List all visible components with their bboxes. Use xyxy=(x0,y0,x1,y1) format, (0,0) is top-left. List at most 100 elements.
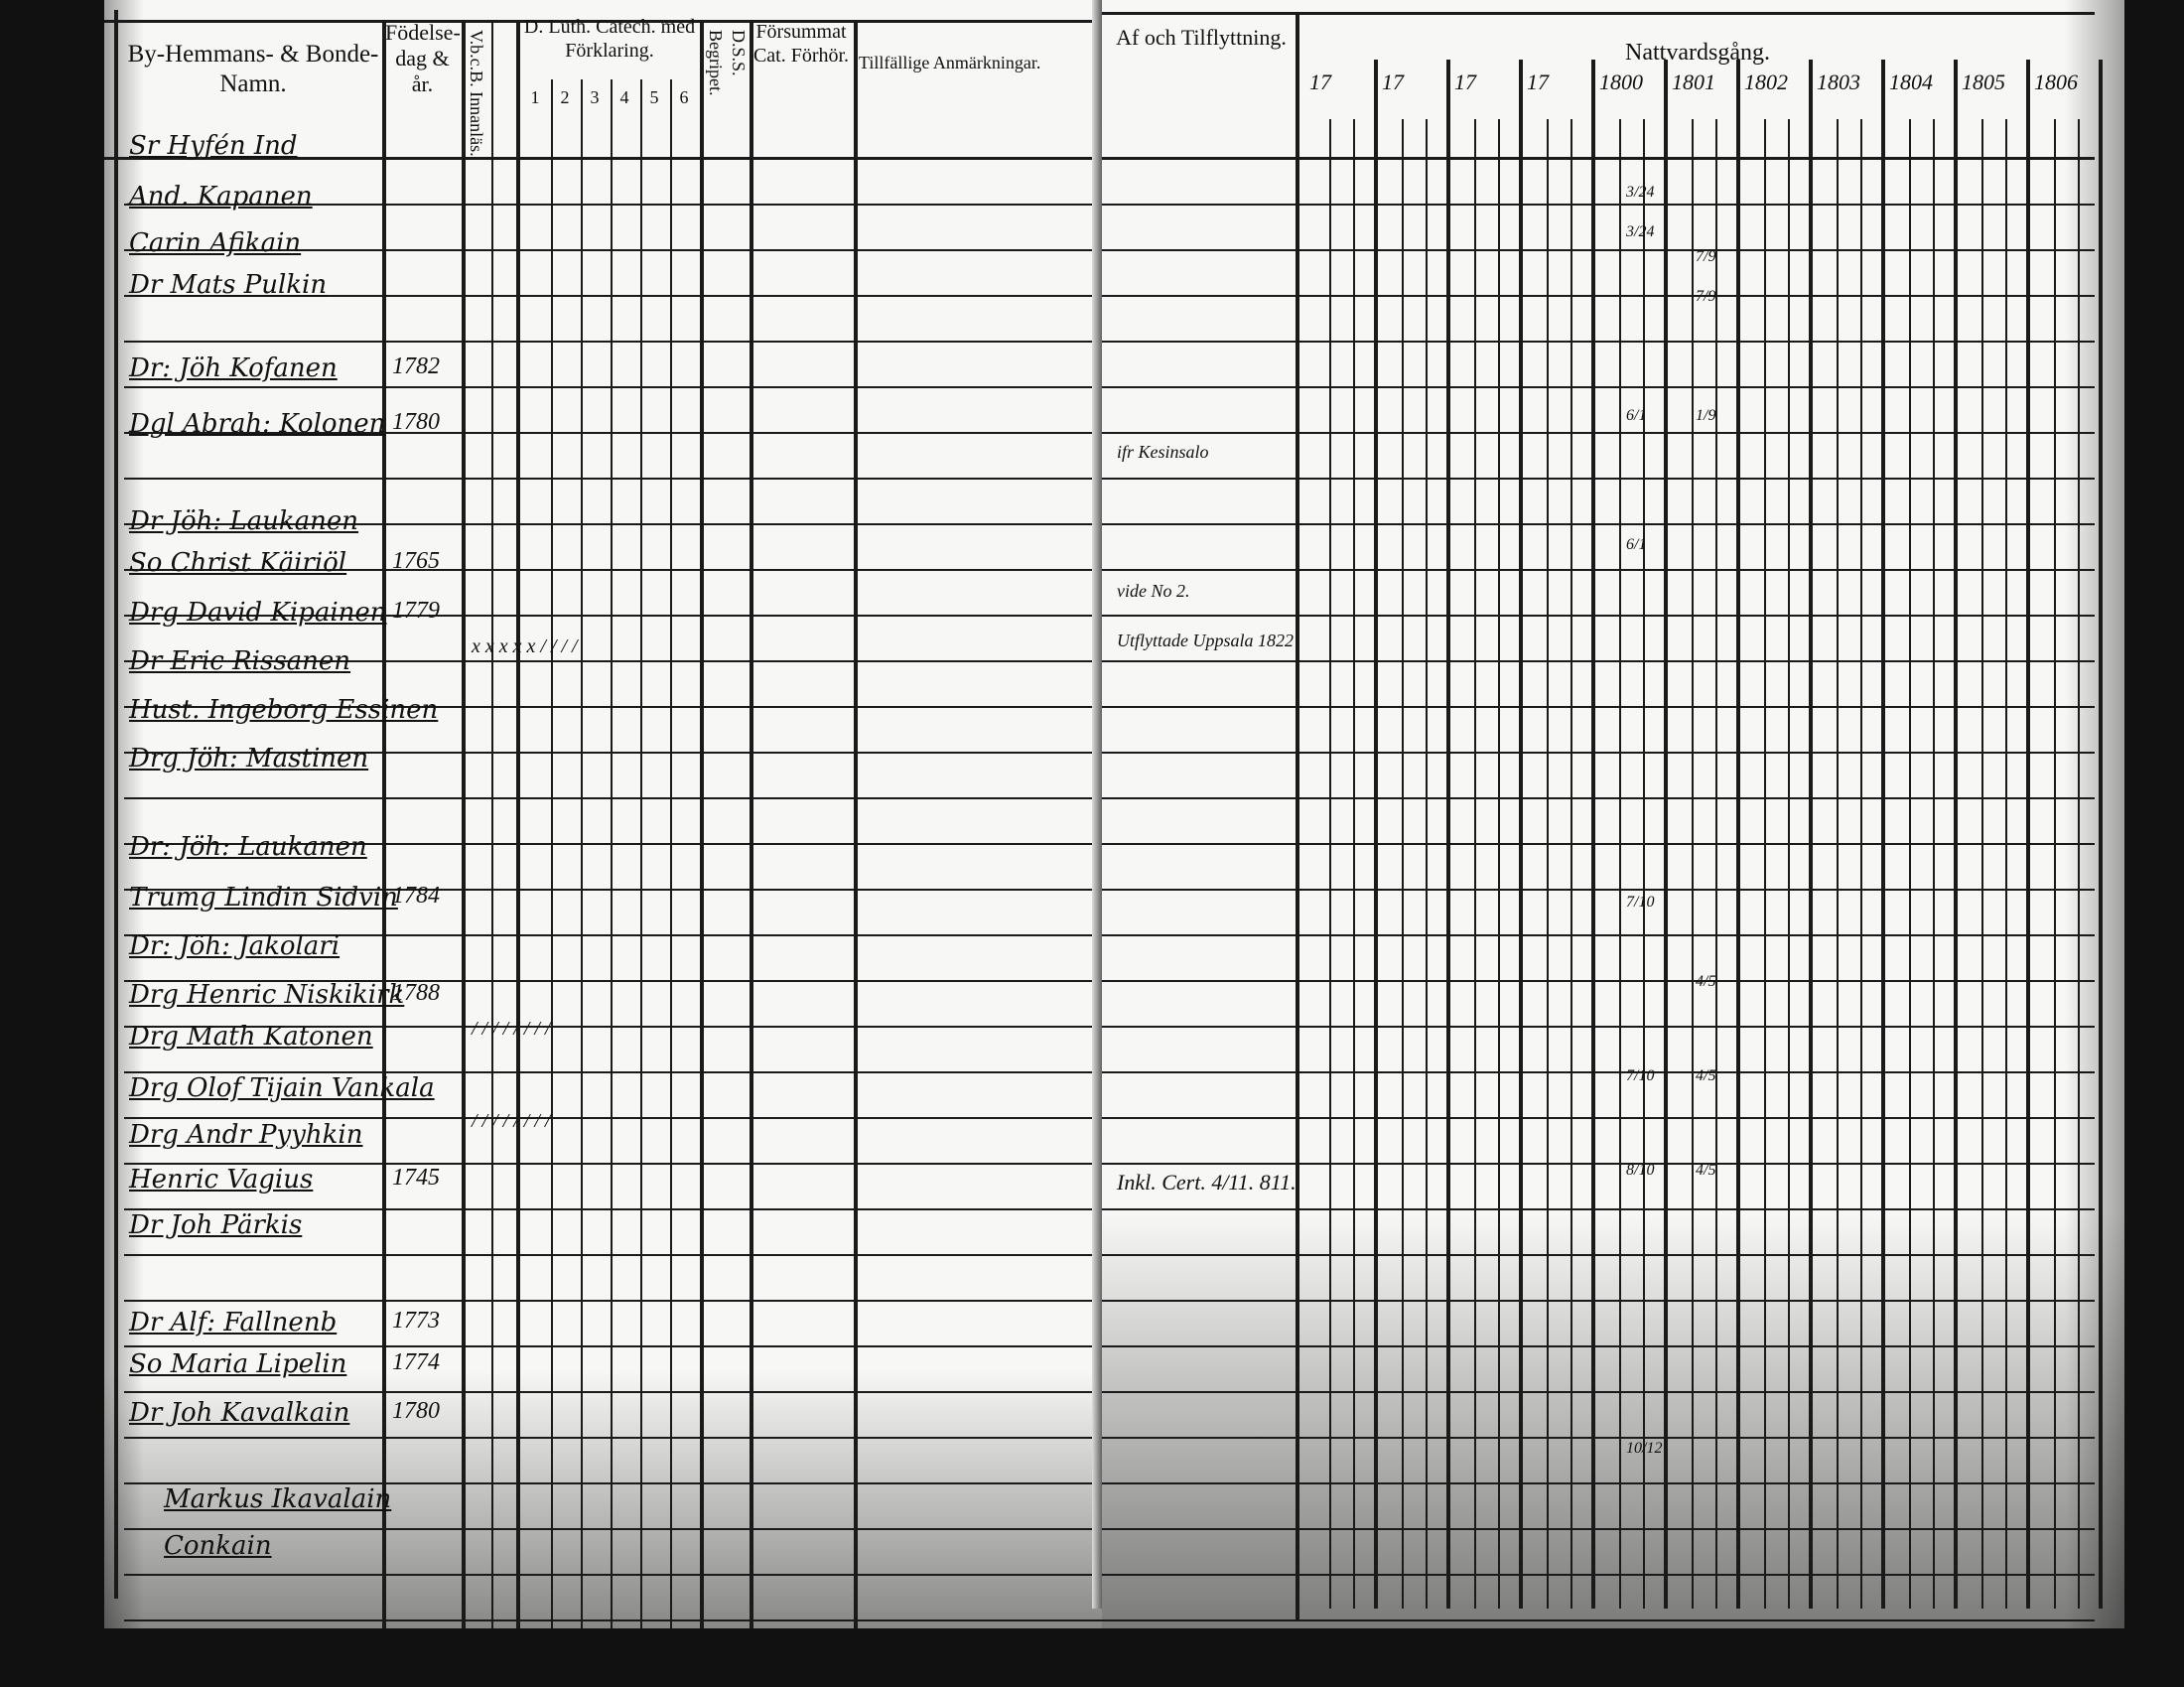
communion-mark: 7/9 xyxy=(1696,248,1716,265)
row-rule xyxy=(124,1254,1102,1256)
header-birth: Födelse-dag & år. xyxy=(385,20,461,96)
year-col-rule xyxy=(2026,60,2030,1609)
row-rule xyxy=(1102,752,2095,754)
year-col-rule xyxy=(1446,60,1450,1609)
margin-rule xyxy=(114,10,118,1599)
communion-mark: 3/24 xyxy=(1626,223,1655,240)
communion-mark: 4/5 xyxy=(1696,1067,1716,1084)
moving-note: vide No 2. xyxy=(1117,581,1190,601)
birth-year: 1774 xyxy=(392,1349,440,1375)
catech-marks: x x x x x / / / / xyxy=(472,635,578,657)
row-rule xyxy=(1102,980,2095,982)
sub-col-rule xyxy=(1570,119,1572,1609)
col-rule xyxy=(670,79,672,1628)
communion-mark: 4/5 xyxy=(1696,973,1716,990)
row-rule xyxy=(124,1300,1102,1302)
row-rule xyxy=(124,1071,1102,1073)
sub-col-rule xyxy=(1981,119,1983,1609)
col-rule xyxy=(516,20,520,1628)
row-rule xyxy=(1102,1437,2095,1439)
row-rule xyxy=(124,752,1102,754)
entry-name: So Maria Lipelin xyxy=(129,1349,347,1379)
catech-col-label: 2 xyxy=(560,87,570,107)
row-rule xyxy=(1102,204,2095,206)
row-rule xyxy=(1102,1026,2095,1028)
row-rule xyxy=(124,843,1102,845)
row-rule xyxy=(124,478,1102,480)
col-rule xyxy=(700,20,704,1628)
row-rule xyxy=(1102,386,2095,388)
row-rule xyxy=(1102,1482,2095,1484)
row-rule xyxy=(124,1026,1102,1028)
year-header: 17 xyxy=(1382,70,1404,94)
sub-col-rule xyxy=(1619,119,1621,1609)
sub-col-rule xyxy=(2005,119,2007,1609)
col-rule xyxy=(640,79,642,1628)
row-rule xyxy=(1102,295,2095,297)
sub-col-rule xyxy=(1353,119,1355,1609)
row-rule xyxy=(1102,934,2095,936)
year-col-rule xyxy=(1809,60,1813,1609)
row-rule xyxy=(1102,706,2095,708)
row-rule xyxy=(124,295,1102,297)
year-col-rule xyxy=(1881,60,1885,1609)
sub-col-rule xyxy=(1329,119,1331,1609)
communion-mark: 6/1 xyxy=(1626,536,1647,553)
row-rule xyxy=(1102,1528,2095,1530)
row-rule xyxy=(1102,1117,2095,1119)
header-begripet: Begripet. xyxy=(706,30,726,96)
header-moving: Af och Tilflyttning. xyxy=(1116,25,1287,50)
communion-mark: 1/9 xyxy=(1696,407,1716,424)
col-rule xyxy=(854,20,858,1628)
birth-year: 1782 xyxy=(392,353,440,379)
row-rule xyxy=(1102,249,2095,251)
entry-name: Dr Joh Kavalkain xyxy=(129,1398,350,1428)
row-rule xyxy=(1102,523,2095,525)
entry-name: Drg Andr Pyyhkin xyxy=(129,1120,363,1150)
entry-name: Markus Ikavalain xyxy=(164,1484,392,1514)
header-rule xyxy=(104,157,1102,160)
row-rule xyxy=(1102,1163,2095,1165)
row-rule xyxy=(1102,1071,2095,1073)
row-rule xyxy=(124,569,1102,571)
col-rule xyxy=(462,20,466,1628)
row-rule xyxy=(1102,660,2095,662)
row-rule xyxy=(1102,615,2095,617)
year-col-rule xyxy=(1736,60,1740,1609)
entry-name: Drg Henric Niskikirk xyxy=(129,980,405,1010)
entry-name: Dr Joh Pärkis xyxy=(129,1210,303,1240)
year-header: 1805 xyxy=(1962,70,2005,94)
catech-col-label: 6 xyxy=(679,87,689,107)
entry-name: Dr Mats Pulkin xyxy=(129,270,328,300)
col-rule xyxy=(491,20,493,1628)
row-rule xyxy=(1102,1300,2095,1302)
birth-year: 1780 xyxy=(392,409,440,435)
row-rule xyxy=(124,1208,1102,1210)
header-names: By-Hemmans- & Bonde-Namn. xyxy=(127,41,379,97)
entry-name: Trumg Lindin Sidvin xyxy=(129,883,398,913)
entry-name: Sr Hyfén Ind xyxy=(129,131,298,161)
sub-col-rule xyxy=(2054,119,2056,1609)
row-rule xyxy=(124,432,1102,434)
row-rule xyxy=(124,660,1102,662)
header-forsummat: Försummat Cat. Förhör. xyxy=(752,21,850,67)
communion-mark: 7/10 xyxy=(1626,894,1655,911)
row-rule xyxy=(124,523,1102,525)
communion-mark: 10/12 xyxy=(1626,1440,1663,1457)
row-rule xyxy=(124,1482,1102,1484)
row-rule xyxy=(1102,432,2095,434)
catech-col-label: 5 xyxy=(649,87,659,107)
moving-note: ifr Kesinsalo xyxy=(1117,442,1209,462)
communion-mark: 7/10 xyxy=(1626,1067,1655,1084)
communion-mark: 4/5 xyxy=(1696,1162,1716,1179)
header-vbcb: V.b.c.B. Innanläs. xyxy=(467,30,486,157)
entry-name: Drg Math Katonen xyxy=(129,1022,373,1052)
sub-col-rule xyxy=(1643,119,1645,1609)
entry-name: Dgl Abrah: Kolonen xyxy=(129,409,386,439)
birth-year: 1780 xyxy=(392,1398,440,1424)
sub-col-rule xyxy=(1909,119,1911,1609)
header-catech: D. Luth. Catech. med Förklaring. xyxy=(523,16,696,62)
sub-col-rule xyxy=(1837,119,1839,1609)
entry-name: Conkain xyxy=(164,1531,272,1561)
entry-name: Dr: Jöh: Jakolari xyxy=(129,931,341,961)
